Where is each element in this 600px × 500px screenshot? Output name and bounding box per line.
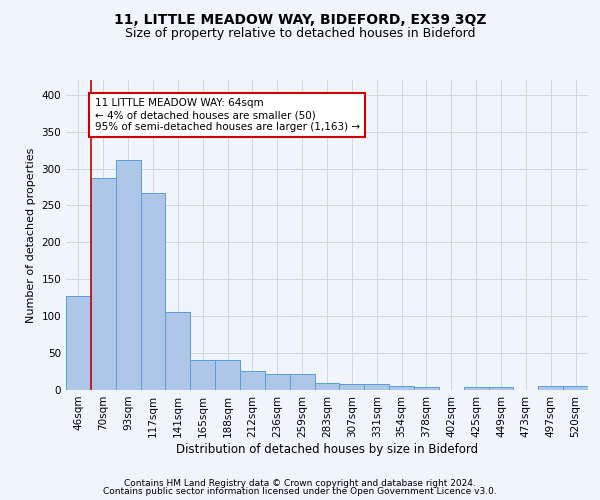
Bar [290, 374, 314, 390]
Bar [538, 386, 563, 390]
Bar [140, 193, 166, 390]
Bar [240, 371, 265, 390]
Bar [265, 374, 290, 390]
Y-axis label: Number of detached properties: Number of detached properties [26, 148, 36, 322]
Bar [116, 160, 140, 390]
Bar [464, 387, 488, 390]
X-axis label: Distribution of detached houses by size in Bideford: Distribution of detached houses by size … [176, 442, 478, 456]
Bar [563, 386, 588, 390]
Bar [340, 384, 364, 390]
Text: Contains public sector information licensed under the Open Government Licence v3: Contains public sector information licen… [103, 487, 497, 496]
Bar [488, 387, 514, 390]
Bar [389, 386, 414, 390]
Bar [414, 387, 439, 390]
Text: Contains HM Land Registry data © Crown copyright and database right 2024.: Contains HM Land Registry data © Crown c… [124, 478, 476, 488]
Text: Size of property relative to detached houses in Bideford: Size of property relative to detached ho… [125, 28, 475, 40]
Bar [91, 178, 116, 390]
Bar [66, 296, 91, 390]
Bar [364, 384, 389, 390]
Text: 11 LITTLE MEADOW WAY: 64sqm
← 4% of detached houses are smaller (50)
95% of semi: 11 LITTLE MEADOW WAY: 64sqm ← 4% of deta… [95, 98, 360, 132]
Text: 11, LITTLE MEADOW WAY, BIDEFORD, EX39 3QZ: 11, LITTLE MEADOW WAY, BIDEFORD, EX39 3Q… [114, 12, 486, 26]
Bar [190, 360, 215, 390]
Bar [166, 312, 190, 390]
Bar [314, 382, 340, 390]
Bar [215, 360, 240, 390]
